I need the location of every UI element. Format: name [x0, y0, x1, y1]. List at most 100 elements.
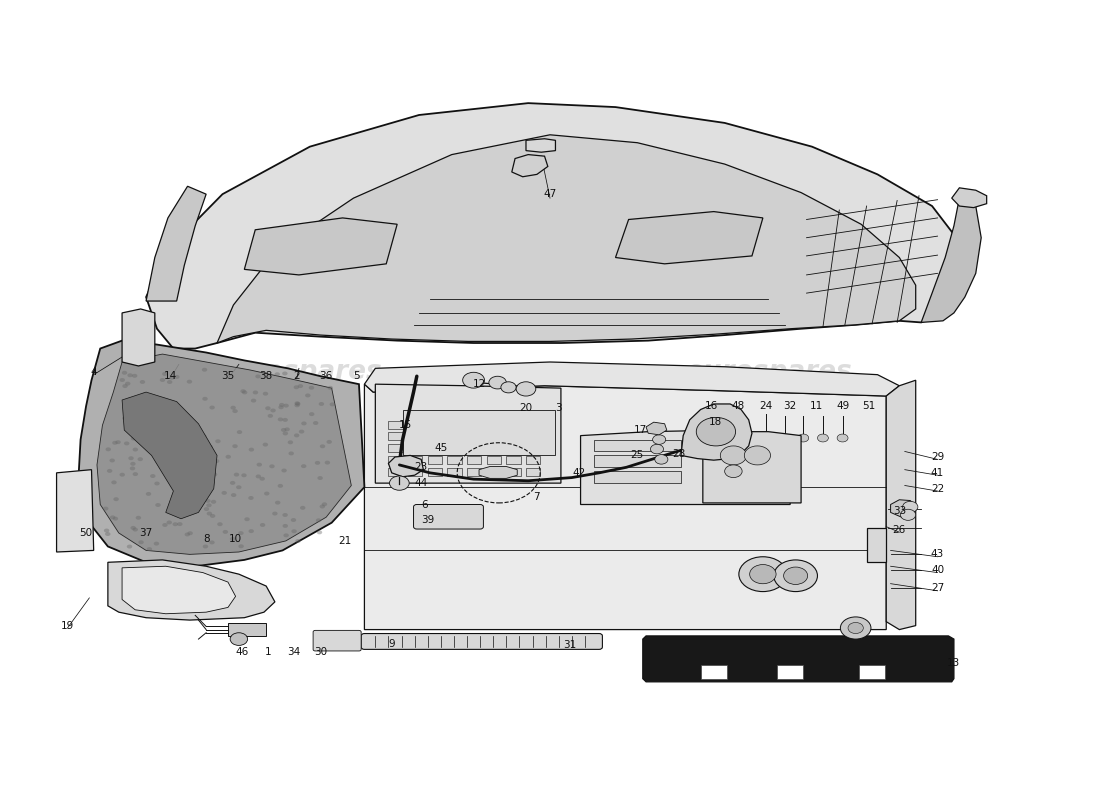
Circle shape [294, 434, 299, 438]
Circle shape [187, 531, 192, 535]
Circle shape [207, 511, 212, 515]
Circle shape [292, 530, 297, 534]
Circle shape [146, 402, 152, 406]
Circle shape [189, 423, 195, 427]
Circle shape [256, 462, 262, 466]
Circle shape [131, 526, 136, 530]
Circle shape [283, 513, 288, 517]
Circle shape [696, 418, 736, 446]
Polygon shape [701, 666, 727, 678]
Circle shape [241, 389, 245, 393]
Circle shape [155, 413, 161, 417]
Text: 43: 43 [931, 550, 944, 559]
Circle shape [134, 398, 140, 402]
Circle shape [321, 502, 327, 506]
Circle shape [211, 500, 217, 504]
Text: 5: 5 [353, 371, 360, 382]
FancyBboxPatch shape [408, 468, 422, 476]
Polygon shape [97, 354, 351, 554]
Circle shape [213, 459, 219, 463]
Text: 50: 50 [79, 528, 92, 538]
FancyBboxPatch shape [506, 468, 520, 476]
Circle shape [316, 518, 321, 522]
Circle shape [903, 502, 917, 513]
Circle shape [113, 498, 119, 501]
Circle shape [154, 482, 160, 486]
Circle shape [226, 455, 231, 458]
Circle shape [283, 524, 288, 528]
FancyBboxPatch shape [314, 630, 361, 651]
Circle shape [265, 406, 271, 410]
Polygon shape [244, 218, 397, 275]
Polygon shape [375, 384, 561, 483]
Text: 20: 20 [519, 403, 532, 413]
Circle shape [298, 384, 304, 388]
Circle shape [190, 432, 196, 436]
Circle shape [122, 370, 128, 374]
Circle shape [129, 456, 134, 460]
Circle shape [187, 380, 192, 384]
Text: 11: 11 [810, 402, 823, 411]
FancyBboxPatch shape [388, 433, 403, 440]
Text: 6: 6 [421, 499, 428, 510]
Circle shape [116, 440, 121, 444]
Circle shape [319, 402, 324, 406]
Circle shape [236, 430, 242, 434]
Polygon shape [228, 623, 266, 636]
Circle shape [283, 371, 287, 375]
FancyBboxPatch shape [428, 468, 442, 476]
Polygon shape [403, 410, 556, 455]
Circle shape [516, 382, 536, 396]
FancyBboxPatch shape [486, 433, 500, 440]
Text: 29: 29 [931, 452, 944, 462]
FancyBboxPatch shape [408, 444, 422, 452]
Text: 44: 44 [415, 478, 428, 488]
Text: 2: 2 [294, 371, 300, 382]
Polygon shape [122, 566, 235, 614]
Polygon shape [478, 466, 517, 478]
FancyBboxPatch shape [468, 421, 481, 429]
Circle shape [154, 452, 160, 456]
Circle shape [251, 398, 256, 402]
Circle shape [110, 458, 114, 462]
Polygon shape [78, 341, 364, 566]
Circle shape [654, 454, 668, 464]
Circle shape [173, 522, 178, 526]
Circle shape [230, 406, 235, 410]
Circle shape [285, 427, 289, 431]
Circle shape [130, 466, 135, 470]
FancyBboxPatch shape [526, 468, 540, 476]
Circle shape [697, 428, 708, 436]
Text: 17: 17 [634, 425, 647, 435]
FancyBboxPatch shape [526, 421, 540, 429]
Polygon shape [681, 404, 752, 460]
Polygon shape [703, 432, 801, 503]
Circle shape [162, 523, 167, 527]
Circle shape [236, 486, 242, 490]
Text: 8: 8 [202, 534, 209, 543]
Circle shape [124, 442, 130, 446]
Circle shape [720, 446, 747, 465]
Polygon shape [952, 188, 987, 208]
Circle shape [277, 484, 283, 488]
FancyBboxPatch shape [506, 433, 520, 440]
Text: 23: 23 [415, 462, 428, 472]
Circle shape [104, 532, 110, 536]
Circle shape [263, 392, 268, 396]
Circle shape [208, 445, 213, 449]
Polygon shape [364, 362, 900, 396]
FancyBboxPatch shape [448, 433, 462, 440]
Polygon shape [887, 380, 915, 630]
Circle shape [264, 491, 270, 495]
Circle shape [299, 430, 305, 434]
Circle shape [500, 382, 516, 393]
FancyBboxPatch shape [468, 444, 481, 452]
Circle shape [652, 435, 666, 444]
Circle shape [216, 439, 221, 443]
Circle shape [132, 374, 138, 378]
Text: eurospares: eurospares [216, 359, 383, 386]
Text: 49: 49 [836, 402, 849, 411]
Circle shape [177, 454, 183, 458]
Circle shape [201, 434, 207, 438]
Circle shape [103, 529, 109, 533]
